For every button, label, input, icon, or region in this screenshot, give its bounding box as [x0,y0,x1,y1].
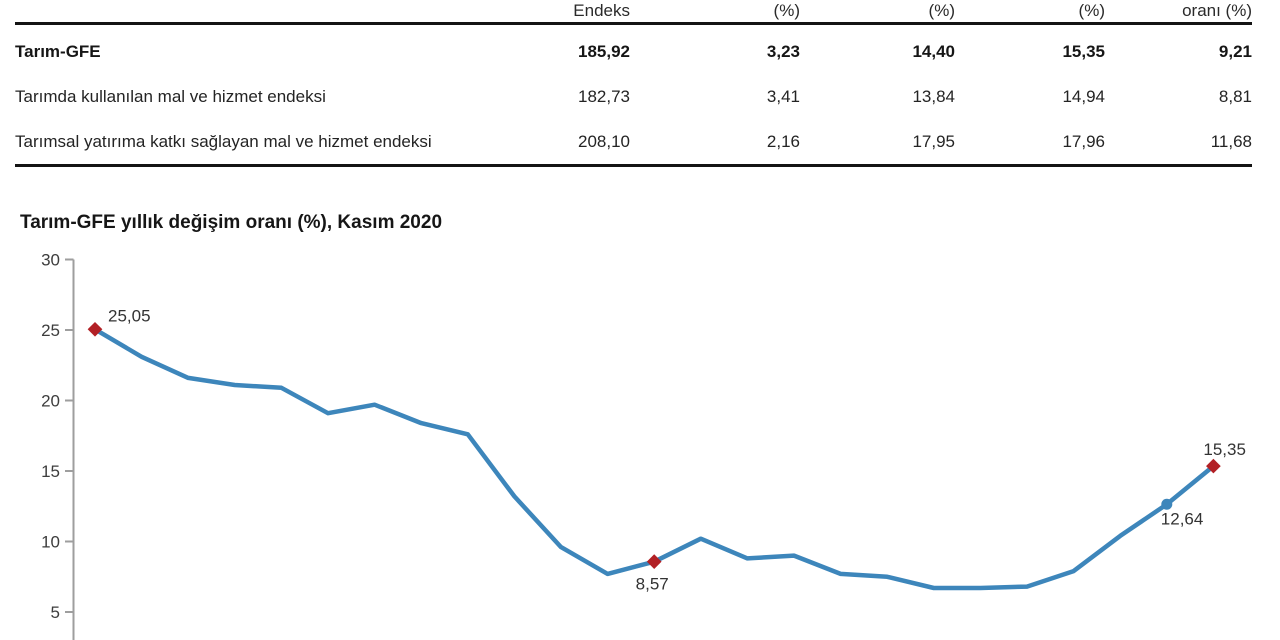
table-cell-value: 14,40 [912,42,955,61]
data-point-label: 12,64 [1161,509,1204,528]
y-axis-tick-label: 15 [41,462,60,481]
table-column-header-endeks: Endeks [573,1,630,20]
data-point-label: 8,57 [636,575,669,594]
table-cell-label: Tarımsal yatırıma katkı sağlayan mal ve … [15,132,432,151]
table-row: Tarımsal yatırıma katkı sağlayan mal ve … [15,119,1252,164]
table-cell-value: 9,21 [1218,42,1252,61]
data-point-label: 25,05 [108,306,151,325]
table-row: Tarım-GFE 185,92 3,23 14,40 15,35 9,21 [15,29,1252,74]
table-cell-value: 17,95 [912,132,955,151]
table-cell-value: 185,92 [578,42,630,61]
y-axis-tick-label: 5 [51,603,60,622]
table-cell-value: 14,94 [1062,87,1105,106]
table-column-header-empty [15,0,500,22]
table-cell-value: 3,23 [766,42,800,61]
table-column-header-pct3: (%) [1078,1,1105,20]
table-cell-value: 2,16 [766,132,800,151]
table-top-rule [15,22,1252,25]
table-body: Tarım-GFE 185,92 3,23 14,40 15,35 9,21 T… [15,25,1252,164]
table-cell-value: 15,35 [1062,42,1105,61]
data-point-marker [87,321,103,337]
table-cell-value: 3,41 [766,87,800,106]
table-row: Tarımda kullanılan mal ve hizmet endeksi… [15,74,1252,119]
price-index-table: Endeks (%) (%) (%) oranı (%) Tarım-GFE 1… [15,0,1252,167]
data-point-label: 15,35 [1203,440,1246,459]
line-chart: 30 25 20 15 10 5 25,05 8,57 12,64 15,35 [41,251,1246,640]
table-column-header-orani: oranı (%) [1182,1,1252,20]
y-axis-tick-label: 20 [41,392,60,411]
chart-title: Tarım-GFE yıllık değişim oranı (%), Kası… [20,212,443,233]
table-cell-value: 17,96 [1062,132,1105,151]
data-point-marker [646,554,662,570]
y-axis-tick-label: 25 [41,321,60,340]
table-cell-label: Tarım-GFE [15,42,101,61]
y-axis-tick-label: 10 [41,533,60,552]
table-cell-value: 208,10 [578,132,630,151]
y-axis-tick-label: 30 [41,251,60,270]
table-cell-value: 8,81 [1218,87,1252,106]
data-point-marker [1161,498,1173,510]
table-cell-value: 182,73 [578,87,630,106]
series-line [92,327,1216,591]
table-column-header-pct2: (%) [928,1,955,20]
table-cell-value: 13,84 [912,87,955,106]
table-header-row: Endeks (%) (%) (%) oranı (%) [15,0,1252,22]
table-bottom-rule [15,164,1252,167]
table-cell-value: 11,68 [1210,132,1252,151]
table-column-header-pct1: (%) [773,1,800,20]
table-cell-label: Tarımda kullanılan mal ve hizmet endeksi [15,87,326,106]
